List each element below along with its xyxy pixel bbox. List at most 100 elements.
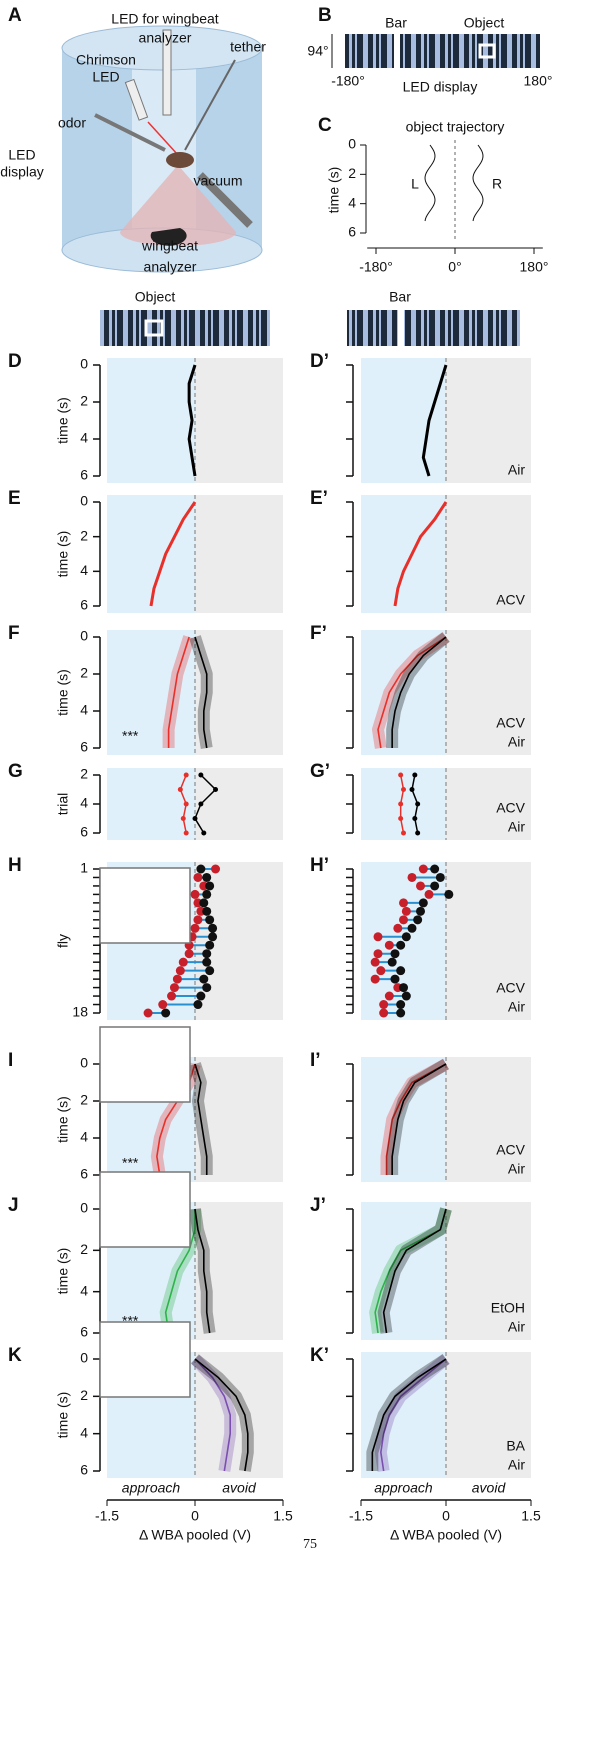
odor-tube xyxy=(94,113,166,152)
legend-entry: EtOH xyxy=(491,1300,525,1316)
y-tick-label: 0 xyxy=(80,1055,88,1071)
fly-point xyxy=(208,932,218,942)
fly-point xyxy=(205,966,215,976)
fly-point xyxy=(202,983,212,993)
trial-point xyxy=(398,801,404,807)
region-label: approach xyxy=(122,1480,181,1496)
mean-trace xyxy=(194,1358,231,1472)
trial-point xyxy=(198,772,204,778)
label: tether xyxy=(230,39,266,55)
legend-entry: ACV xyxy=(496,715,525,731)
y-axis-label: trial xyxy=(55,793,71,816)
y-tick-label: 4 xyxy=(80,795,88,811)
fly-point xyxy=(143,1008,153,1018)
label: LED xyxy=(92,69,119,85)
led-strip xyxy=(100,310,270,346)
avoid-region xyxy=(446,495,531,613)
y-tick-label: 4 xyxy=(80,702,88,718)
legend-entry: Air xyxy=(508,1319,525,1335)
y-tick-label: 4 xyxy=(80,1282,88,1298)
trial-point xyxy=(198,801,204,807)
mean-trace xyxy=(167,636,190,748)
y-tick-label: 18 xyxy=(72,1004,88,1020)
fly-point xyxy=(384,940,394,950)
y-tick-label: 2 xyxy=(80,393,88,409)
legend-entry: Air xyxy=(508,1161,525,1177)
trial-point xyxy=(409,787,415,792)
trial-point xyxy=(398,772,404,778)
fly-point xyxy=(208,923,218,933)
panel-label: G xyxy=(8,761,23,782)
panel-label: K xyxy=(8,1345,22,1366)
fly-point xyxy=(379,1000,389,1010)
led-strip xyxy=(345,34,540,68)
mean-trace xyxy=(391,1063,447,1175)
legend-entry: Air xyxy=(508,819,525,835)
fly-point xyxy=(175,966,185,976)
panel-label: D xyxy=(8,351,22,372)
panel-label: H’ xyxy=(310,855,329,876)
fly-point xyxy=(384,991,394,1001)
y-tick-label: 2 xyxy=(348,165,356,181)
legend-entry: Air xyxy=(508,734,525,750)
fly-point xyxy=(199,898,209,908)
y-tick-label: 1 xyxy=(80,860,88,876)
cylinder-top xyxy=(61,25,263,71)
avoid-region xyxy=(446,630,531,755)
y-tick-label: 6 xyxy=(348,224,356,240)
fly-point xyxy=(396,1008,406,1018)
fly-point xyxy=(169,983,179,993)
y-tick-label: 4 xyxy=(80,562,88,578)
fly-point xyxy=(167,991,177,1001)
mean-trace xyxy=(164,1209,196,1334)
avoid-region xyxy=(195,1352,283,1478)
panel-label: B xyxy=(318,5,332,26)
mean-trace xyxy=(194,1063,208,1175)
y-axis-label: time (s) xyxy=(55,669,71,716)
approach-region xyxy=(107,768,195,840)
fly-point xyxy=(444,889,454,899)
mean-trace xyxy=(377,636,447,749)
x-tick-label: -180° xyxy=(359,259,393,275)
fly-point xyxy=(416,906,425,916)
fly-point xyxy=(418,898,428,908)
y-axis-label: time (s) xyxy=(55,1248,71,1295)
y-axis-label: time (s) xyxy=(55,1096,71,1143)
fly-point xyxy=(211,864,221,874)
label: LED for wingbeat xyxy=(111,11,219,27)
led-rod xyxy=(162,29,172,116)
trial-point xyxy=(201,830,207,836)
fly-point xyxy=(202,906,212,916)
trial-point xyxy=(401,787,406,792)
fly xyxy=(166,152,194,168)
label: -180° xyxy=(331,73,365,89)
fly-point xyxy=(178,957,188,967)
y-tick-label: 0 xyxy=(80,1350,88,1366)
trial-point xyxy=(183,801,189,807)
chrimson-led xyxy=(124,78,149,121)
panel-label: K’ xyxy=(310,1345,329,1366)
y-tick-label: 6 xyxy=(80,1166,88,1182)
panel-label: I’ xyxy=(310,1050,321,1071)
significance: *** xyxy=(122,1155,139,1171)
y-tick-label: 4 xyxy=(80,1424,88,1440)
x-axis-label: Δ WBA pooled (V) xyxy=(390,1527,502,1543)
legend-entry: ACV xyxy=(496,980,525,996)
approach-region xyxy=(361,358,446,483)
approach-region xyxy=(361,1352,446,1478)
trial-point xyxy=(192,816,198,821)
label: L xyxy=(411,176,419,192)
mean-trace xyxy=(421,364,448,477)
avoid-region xyxy=(195,358,283,483)
trial-point xyxy=(398,816,404,821)
x-tick-label: 0° xyxy=(448,259,461,275)
label: vacuum xyxy=(193,173,242,189)
x-tick-label: 180° xyxy=(520,259,549,275)
mean-trace xyxy=(371,1358,447,1471)
schematic xyxy=(61,25,263,273)
label: R xyxy=(492,176,502,192)
fly-point xyxy=(401,991,411,1001)
fly-point xyxy=(373,932,383,942)
column-title: Object xyxy=(135,289,176,305)
fly-point xyxy=(418,864,428,874)
